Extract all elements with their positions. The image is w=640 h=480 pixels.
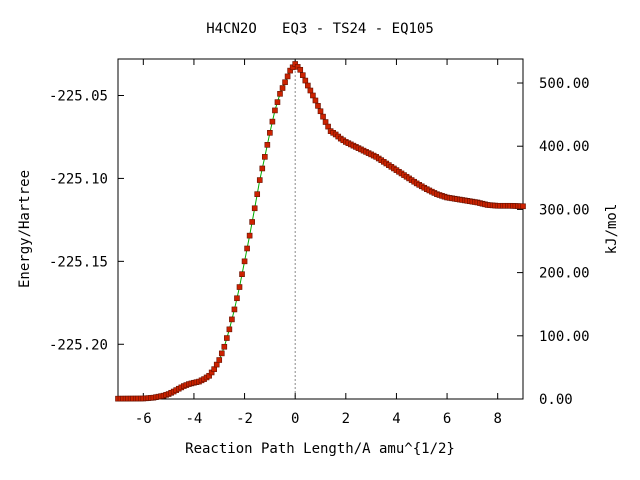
data-point <box>312 97 319 104</box>
data-point <box>307 87 314 94</box>
data-point <box>251 205 258 212</box>
data-point <box>241 258 248 265</box>
data-point <box>284 73 291 80</box>
y2-tick-label: 100.00 <box>539 329 590 345</box>
data-point <box>269 118 276 125</box>
y2-tick-label: 300.00 <box>539 202 590 218</box>
data-point <box>277 91 283 97</box>
x-tick-label: -2 <box>236 411 253 427</box>
data-point <box>325 123 331 130</box>
data-point <box>282 79 288 86</box>
data-point <box>272 107 278 114</box>
data-point <box>216 357 223 363</box>
data-point <box>229 316 235 323</box>
data-point <box>262 154 268 160</box>
x-tick-label: -4 <box>186 411 203 427</box>
x-tick-label: 4 <box>392 411 400 427</box>
y-axis-label: Energy/Hartree <box>17 170 33 288</box>
data-point <box>520 203 526 210</box>
data-point <box>310 92 316 99</box>
y-tick-label: -225.20 <box>49 337 108 353</box>
data-point <box>297 66 304 73</box>
y2-tick-label: 0.00 <box>539 392 573 408</box>
data-point <box>279 85 286 91</box>
x-tick-label: 6 <box>443 411 451 427</box>
data-point <box>320 113 326 120</box>
y2-tick-label: 400.00 <box>539 139 590 155</box>
data-point <box>244 245 250 252</box>
data-point <box>267 130 273 136</box>
data-point <box>234 295 240 302</box>
chart-title: H4CN2O EQ3 - TS24 - EQ105 <box>206 21 434 37</box>
y-tick-label: -225.15 <box>49 254 108 270</box>
data-point <box>299 72 306 78</box>
x-axis-label: Reaction Path Length/A amu^{1/2} <box>185 441 455 457</box>
data-point <box>259 165 266 172</box>
data-point <box>213 361 220 368</box>
y2-axis-label: kJ/mol <box>604 204 620 255</box>
plot-area: -6 -4 -2 0 2 4 6 8 -225.05 -225.10 -225.15 -225.20 0… <box>49 58 590 427</box>
data-point <box>231 306 238 313</box>
data-point <box>264 142 271 148</box>
data-point <box>256 177 263 183</box>
data-point <box>221 343 228 350</box>
data-point <box>218 350 225 357</box>
data-point <box>226 326 233 333</box>
x-tick-label: 2 <box>342 411 350 427</box>
data-point <box>254 191 261 197</box>
x-tick-label: -6 <box>135 411 152 427</box>
data-point <box>239 271 245 277</box>
data-point <box>249 219 255 225</box>
plot-frame <box>117 58 524 400</box>
x-tick-label: 0 <box>291 411 299 427</box>
data-point <box>302 77 309 84</box>
data-point <box>224 335 230 341</box>
y2-tick-label: 500.00 <box>539 76 590 92</box>
data-point <box>211 366 217 372</box>
data-point <box>236 284 243 290</box>
x-tick-label: 8 <box>493 411 501 427</box>
data-point <box>322 119 329 125</box>
y2-tick-label: 200.00 <box>539 266 590 282</box>
data-point <box>246 232 253 239</box>
y-tick-label: -225.10 <box>49 171 108 187</box>
data-point <box>315 103 321 109</box>
data-point <box>305 82 311 89</box>
data-point <box>274 99 281 105</box>
y-tick-label: -225.05 <box>49 88 108 104</box>
data-point <box>317 108 324 115</box>
